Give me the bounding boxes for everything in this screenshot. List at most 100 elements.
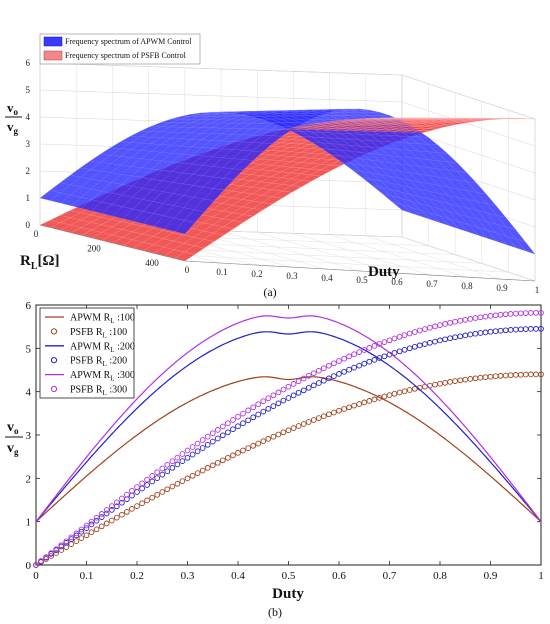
duty-tick-label: 0.1 [216, 267, 227, 277]
series-point-1 [356, 401, 363, 407]
series-point-3 [366, 358, 373, 365]
series-point-5 [265, 395, 272, 402]
series-point-1 [326, 411, 332, 418]
apwm-surface [39, 108, 536, 255]
r-gridline [97, 92, 456, 255]
series-point-3 [336, 371, 342, 377]
svg-text:vo: vo [7, 100, 19, 117]
series-point-5 [235, 413, 241, 420]
series-point-3 [189, 451, 196, 458]
series-point-5 [169, 458, 176, 465]
series-point-3 [230, 426, 236, 433]
series-point-3 [265, 405, 272, 412]
y-tick-label: 5 [26, 343, 32, 355]
series-point-1 [169, 483, 176, 490]
series-point-1 [406, 387, 413, 393]
x-tick-label: 0.1 [80, 570, 94, 582]
series-point-3 [280, 397, 287, 404]
caption-b: (b) [268, 605, 282, 619]
series-point-5 [396, 333, 403, 340]
series-point-1 [144, 497, 150, 504]
series-point-5 [164, 461, 171, 468]
r-tick-label: 200 [87, 243, 101, 253]
series-point-3 [250, 414, 257, 421]
series-point-5 [134, 484, 140, 490]
series-point-1 [124, 508, 130, 515]
x-tick-label: 1 [538, 570, 544, 582]
series-point-5 [240, 410, 246, 417]
series-point-5 [124, 491, 130, 498]
legend-entry-label: PSFB RL :100 [70, 327, 127, 340]
series-point-1 [149, 494, 156, 501]
series-point-3 [346, 366, 352, 373]
series-point-3 [174, 461, 181, 468]
duty-tick-label: 0.8 [461, 281, 473, 291]
series-point-1 [315, 415, 322, 421]
series-point-5 [159, 465, 166, 472]
series-point-5 [386, 337, 393, 344]
series-point-5 [305, 372, 312, 379]
series-point-3 [68, 536, 75, 542]
legend-psfb-swatch [43, 50, 63, 61]
z-tick-label: 4 [26, 112, 31, 122]
series-point-5 [366, 345, 373, 351]
x-tick-label: 0.2 [130, 570, 144, 582]
series-point-3 [538, 325, 544, 332]
r-gridline [155, 110, 509, 273]
series-point-1 [320, 413, 327, 420]
z-tick-label: 3 [26, 139, 31, 149]
series-point-3 [391, 350, 398, 356]
z-tick-label: 2 [26, 166, 31, 176]
series-point-1 [230, 452, 236, 459]
series-point-5 [68, 534, 75, 541]
x-tick-label: 0.5 [282, 570, 296, 582]
series-point-1 [189, 472, 196, 479]
series-point-5 [83, 522, 90, 529]
series-point-5 [230, 417, 236, 423]
series-point-5 [295, 378, 302, 385]
duty-gridline-floor [329, 234, 466, 278]
duty-axis-label-a: Duty [368, 264, 400, 280]
series-point-1 [305, 419, 312, 425]
series-point-1 [204, 465, 211, 471]
duty-tick-label: 0.7 [426, 279, 438, 289]
series-point-5 [538, 309, 544, 316]
series-point-3 [416, 342, 423, 349]
duty-gridline-floor [365, 235, 501, 280]
series-point-5 [346, 353, 352, 360]
series-point-3 [255, 411, 262, 418]
legend-entry-label: APWM RL :300 [70, 370, 135, 383]
legend-circle-swatch [50, 357, 58, 364]
z-label-den-sub: g [14, 126, 19, 136]
panel-a-3d-surface: 0 1 2 3 4 5 6 0 0.1 0.2 0.3 0.4 0.5 0.6 0.7 0.8 0.9 1 0 200… [5, 33, 539, 299]
series-point-5 [310, 370, 317, 377]
series-point-1 [295, 423, 302, 429]
series-point-1 [361, 399, 368, 406]
series-point-5 [315, 367, 322, 374]
panel-b-series [33, 309, 544, 568]
panel-a-z-label: vo vg [5, 100, 22, 136]
z-tick-label: 6 [26, 58, 31, 68]
series-point-1 [376, 395, 383, 401]
series-point-5 [326, 362, 332, 369]
series-point-5 [98, 511, 105, 517]
series-point-3 [73, 532, 80, 539]
series-point-1 [371, 396, 378, 403]
series-point-5 [58, 542, 65, 549]
series-point-3 [351, 364, 357, 371]
series-point-3 [149, 478, 156, 485]
series-point-3 [214, 435, 221, 442]
z-label-den: v [7, 119, 14, 134]
series-point-5 [255, 401, 262, 408]
y-tick-label: 6 [26, 300, 32, 312]
series-point-1 [235, 450, 241, 456]
series-point-1 [83, 532, 90, 539]
series-point-1 [300, 421, 307, 427]
series-point-3 [305, 384, 312, 391]
x-tick-label: 0.3 [181, 570, 195, 582]
series-point-5 [225, 420, 231, 427]
y-tick-label: 0 [26, 560, 32, 572]
series-point-5 [361, 347, 368, 353]
series-point-5 [43, 554, 49, 560]
